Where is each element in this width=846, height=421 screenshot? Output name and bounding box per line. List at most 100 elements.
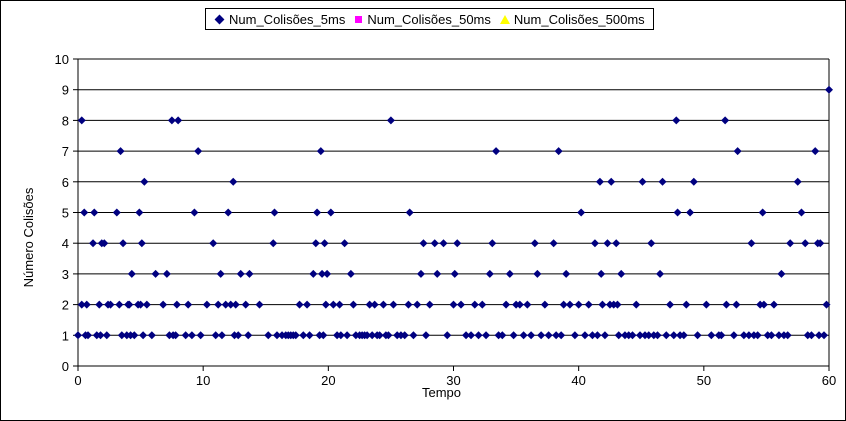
data-point	[577, 208, 586, 217]
data-point	[291, 331, 300, 340]
data-point	[492, 147, 501, 156]
data-point	[379, 300, 388, 309]
data-point	[533, 269, 542, 278]
data-point	[386, 116, 395, 125]
data-point	[80, 208, 89, 217]
data-point	[211, 331, 220, 340]
data-point	[600, 331, 609, 340]
data-point	[638, 177, 647, 186]
data-point	[729, 331, 738, 340]
data-point	[368, 331, 377, 340]
data-point	[413, 300, 422, 309]
data-point	[462, 331, 471, 340]
data-point	[769, 300, 778, 309]
data-point	[172, 300, 181, 309]
data-point	[400, 331, 409, 340]
y-tick-label: 3	[62, 267, 69, 282]
data-point	[270, 208, 279, 217]
data-point	[112, 208, 121, 217]
data-point	[722, 300, 731, 309]
data-point	[340, 239, 349, 248]
data-point	[147, 331, 156, 340]
x-tick-label: 50	[697, 373, 711, 388]
data-point	[453, 239, 462, 248]
data-point	[584, 300, 593, 309]
data-point	[102, 331, 111, 340]
legend-item-500ms: Num_Colisões_500ms	[499, 12, 645, 27]
data-point	[597, 269, 606, 278]
data-point	[656, 269, 665, 278]
data-point	[739, 331, 748, 340]
data-point	[329, 300, 338, 309]
data-point	[77, 116, 86, 125]
data-point	[363, 331, 372, 340]
data-point	[822, 300, 831, 309]
data-point	[744, 331, 753, 340]
y-tick-label: 10	[55, 52, 69, 67]
data-point	[174, 116, 183, 125]
data-point	[335, 300, 344, 309]
data-point	[801, 239, 810, 248]
data-point	[658, 177, 667, 186]
data-point	[439, 239, 448, 248]
data-point	[421, 331, 430, 340]
data-point	[549, 239, 558, 248]
data-points	[74, 85, 833, 340]
data-point	[171, 331, 180, 340]
data-point	[702, 300, 711, 309]
data-point	[159, 300, 168, 309]
data-point	[319, 331, 328, 340]
data-point	[612, 239, 621, 248]
data-point	[747, 239, 756, 248]
x-tick-label: 30	[446, 373, 460, 388]
data-point	[137, 239, 146, 248]
data-point	[628, 331, 637, 340]
data-point	[644, 331, 653, 340]
data-point	[783, 331, 792, 340]
data-point	[244, 331, 253, 340]
data-point	[311, 239, 320, 248]
data-point	[343, 331, 352, 340]
data-point	[303, 300, 312, 309]
data-point	[607, 177, 616, 186]
x-tick-label: 0	[74, 373, 81, 388]
data-point	[142, 300, 151, 309]
data-point	[326, 208, 335, 217]
y-tick-labels: 0 1 2 3 4 5 6 7 8 9 10	[55, 52, 69, 374]
data-point	[184, 300, 193, 309]
data-point	[127, 269, 136, 278]
data-point	[515, 300, 524, 309]
data-point	[814, 331, 823, 340]
data-point	[793, 177, 802, 186]
data-point	[416, 269, 425, 278]
data-point	[557, 331, 566, 340]
data-point	[562, 269, 571, 278]
data-point	[365, 300, 374, 309]
legend-item-5ms: Num_Colisões_5ms	[214, 12, 345, 27]
legend-label-50ms: Num_Colisões_50ms	[367, 11, 491, 27]
data-point	[181, 331, 190, 340]
data-point	[226, 300, 235, 309]
x-tick-label: 10	[196, 373, 210, 388]
data-point	[370, 300, 379, 309]
data-point	[632, 300, 641, 309]
data-point	[433, 269, 442, 278]
data-point	[482, 331, 491, 340]
data-point	[598, 300, 607, 309]
data-point	[574, 300, 583, 309]
data-point	[214, 300, 223, 309]
data-point	[389, 300, 398, 309]
data-point	[505, 269, 514, 278]
data-point	[305, 331, 314, 340]
data-point	[488, 239, 497, 248]
data-point	[647, 239, 656, 248]
data-point	[190, 208, 199, 217]
data-point	[116, 147, 125, 156]
data-point	[797, 208, 806, 217]
data-point	[777, 269, 786, 278]
data-point	[241, 300, 250, 309]
data-point	[375, 331, 384, 340]
data-point	[216, 269, 225, 278]
y-tick-label: 4	[62, 236, 69, 251]
data-point	[450, 269, 459, 278]
